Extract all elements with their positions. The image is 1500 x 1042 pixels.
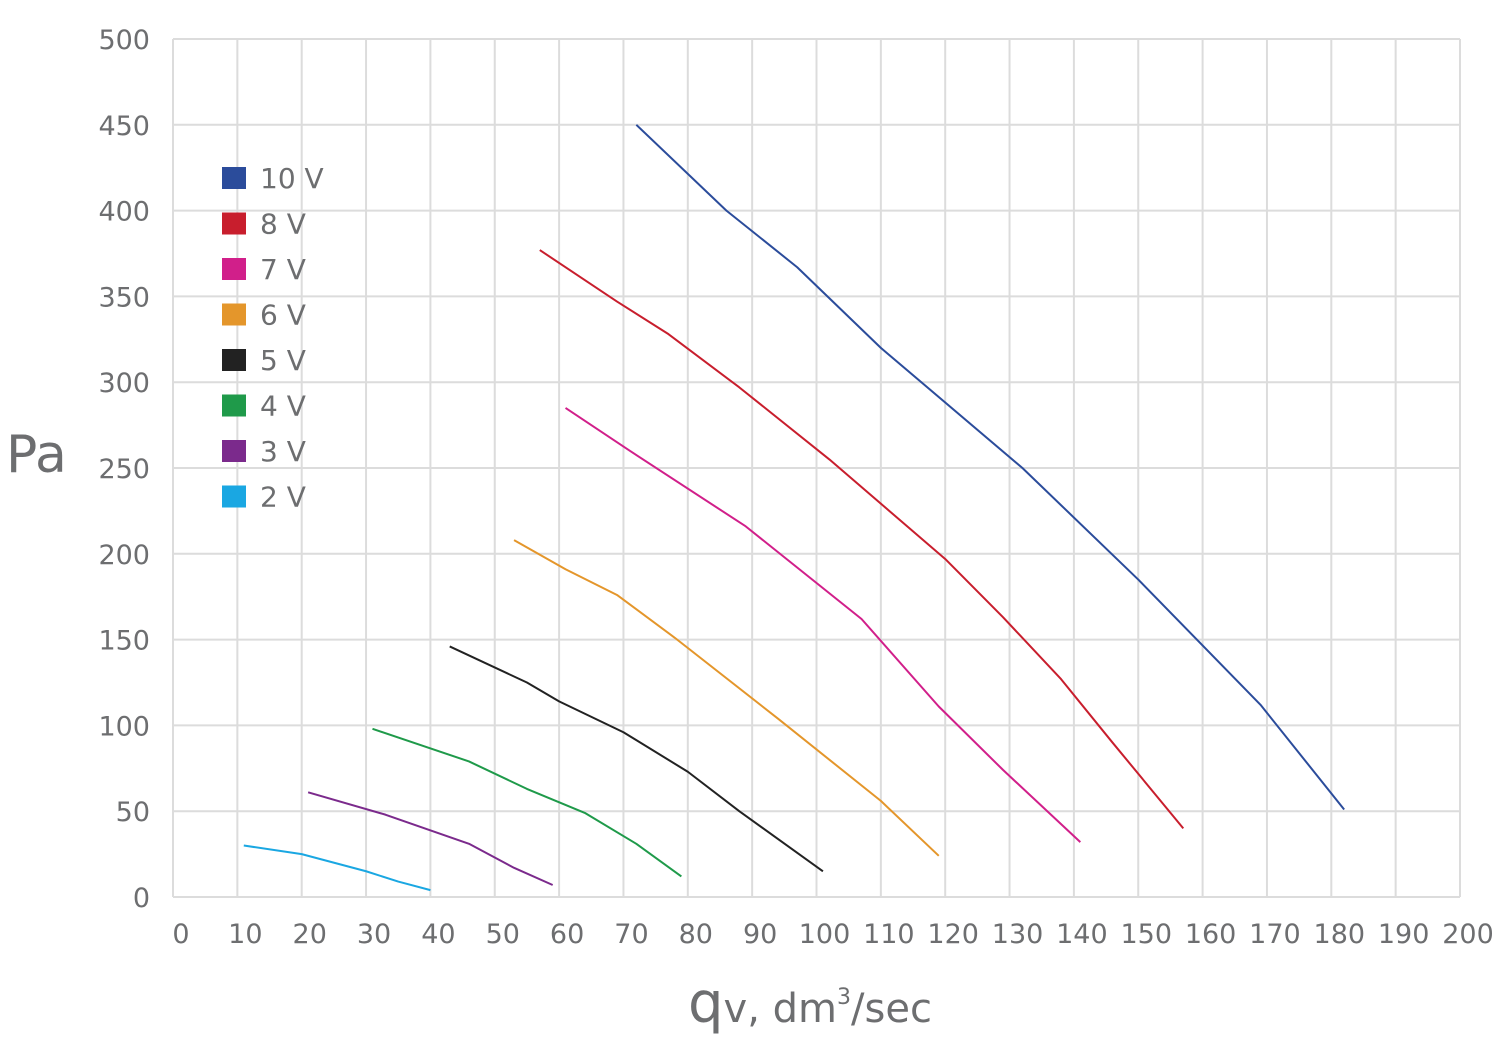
x-axis-title-unit: /sec xyxy=(851,986,932,1032)
y-tick-label-2: 100 xyxy=(98,711,150,742)
x-tick-label-9: 90 xyxy=(743,919,777,950)
y-tick-label-3: 150 xyxy=(98,626,150,657)
legend-swatch-4 xyxy=(222,349,246,371)
x-tick-label-0: 0 xyxy=(172,919,189,950)
legend-label-5: 4 V xyxy=(260,390,306,423)
x-tick-label-18: 180 xyxy=(1314,919,1366,950)
x-tick-label-2: 20 xyxy=(293,919,327,950)
series-line-3v xyxy=(307,791,554,886)
y-tick-label-5: 250 xyxy=(98,454,150,485)
x-tick-label-5: 50 xyxy=(486,919,520,950)
legend-label-3: 6 V xyxy=(260,299,306,332)
grid xyxy=(172,38,1461,898)
x-tick-label-1: 10 xyxy=(228,919,262,950)
x-axis-title: qv, dm3/sec xyxy=(688,971,932,1036)
x-tick-label-19: 190 xyxy=(1378,919,1430,950)
x-tick-labels: 0 10 20 30 40 50 60 70 80 90 100 110 120 130 140 150 160… xyxy=(172,919,1493,950)
y-tick-label-1: 50 xyxy=(116,797,150,828)
legend-swatch-3 xyxy=(222,303,246,326)
x-tick-label-11: 110 xyxy=(863,919,915,950)
y-tick-label-9: 450 xyxy=(98,111,150,142)
x-axis-title-sub: v, dm xyxy=(724,986,837,1032)
legend-label-6: 3 V xyxy=(260,435,306,468)
series-line-5v xyxy=(449,645,824,873)
y-tick-label-0: 0 xyxy=(133,883,150,914)
series-line-10v xyxy=(635,124,1345,811)
y-tick-label-8: 400 xyxy=(98,197,150,228)
x-axis-title-main: q xyxy=(688,971,724,1036)
legend-swatch-1 xyxy=(222,212,246,235)
series-line-4v xyxy=(372,727,682,878)
x-tick-label-14: 140 xyxy=(1056,919,1108,950)
y-tick-label-7: 350 xyxy=(98,282,150,313)
x-tick-label-16: 160 xyxy=(1185,919,1237,950)
x-tick-label-7: 70 xyxy=(614,919,648,950)
series-lines xyxy=(243,124,1345,892)
legend-swatch-7 xyxy=(222,485,246,508)
series-line-6v xyxy=(513,539,940,857)
x-tick-label-20: 200 xyxy=(1442,919,1494,950)
legend: 10 V 8 V 7 V 6 V 5 V 4 V 3 V 2 V xyxy=(222,162,324,514)
legend-label-2: 7 V xyxy=(260,253,306,286)
series-line-7v xyxy=(564,407,1082,843)
x-tick-label-12: 120 xyxy=(927,919,979,950)
series-line-8v xyxy=(539,249,1185,829)
legend-label-7: 2 V xyxy=(260,481,306,514)
y-tick-label-6: 300 xyxy=(98,368,150,399)
x-tick-label-4: 40 xyxy=(421,919,455,950)
x-tick-label-3: 30 xyxy=(357,919,391,950)
legend-swatch-0 xyxy=(222,167,246,189)
y-tick-labels: 0 50 100 150 200 250 300 350 400 450 500 xyxy=(98,25,150,914)
legend-swatch-2 xyxy=(222,258,246,280)
x-tick-label-6: 60 xyxy=(550,919,584,950)
x-tick-label-15: 150 xyxy=(1120,919,1172,950)
legend-swatch-6 xyxy=(222,440,246,462)
y-axis-title: Pa xyxy=(6,425,67,485)
x-axis-title-sup: 3 xyxy=(837,985,851,1010)
x-tick-label-10: 100 xyxy=(799,919,851,950)
x-tick-label-17: 170 xyxy=(1249,919,1301,950)
y-tick-label-10: 500 xyxy=(98,25,150,56)
series-line-2v xyxy=(243,844,431,892)
legend-label-1: 8 V xyxy=(260,208,306,241)
legend-label-4: 5 V xyxy=(260,344,306,377)
x-tick-label-8: 80 xyxy=(679,919,713,950)
y-tick-label-4: 200 xyxy=(98,540,150,571)
x-tick-label-13: 130 xyxy=(992,919,1044,950)
legend-label-0: 10 V xyxy=(260,162,324,195)
legend-swatch-5 xyxy=(222,394,246,417)
